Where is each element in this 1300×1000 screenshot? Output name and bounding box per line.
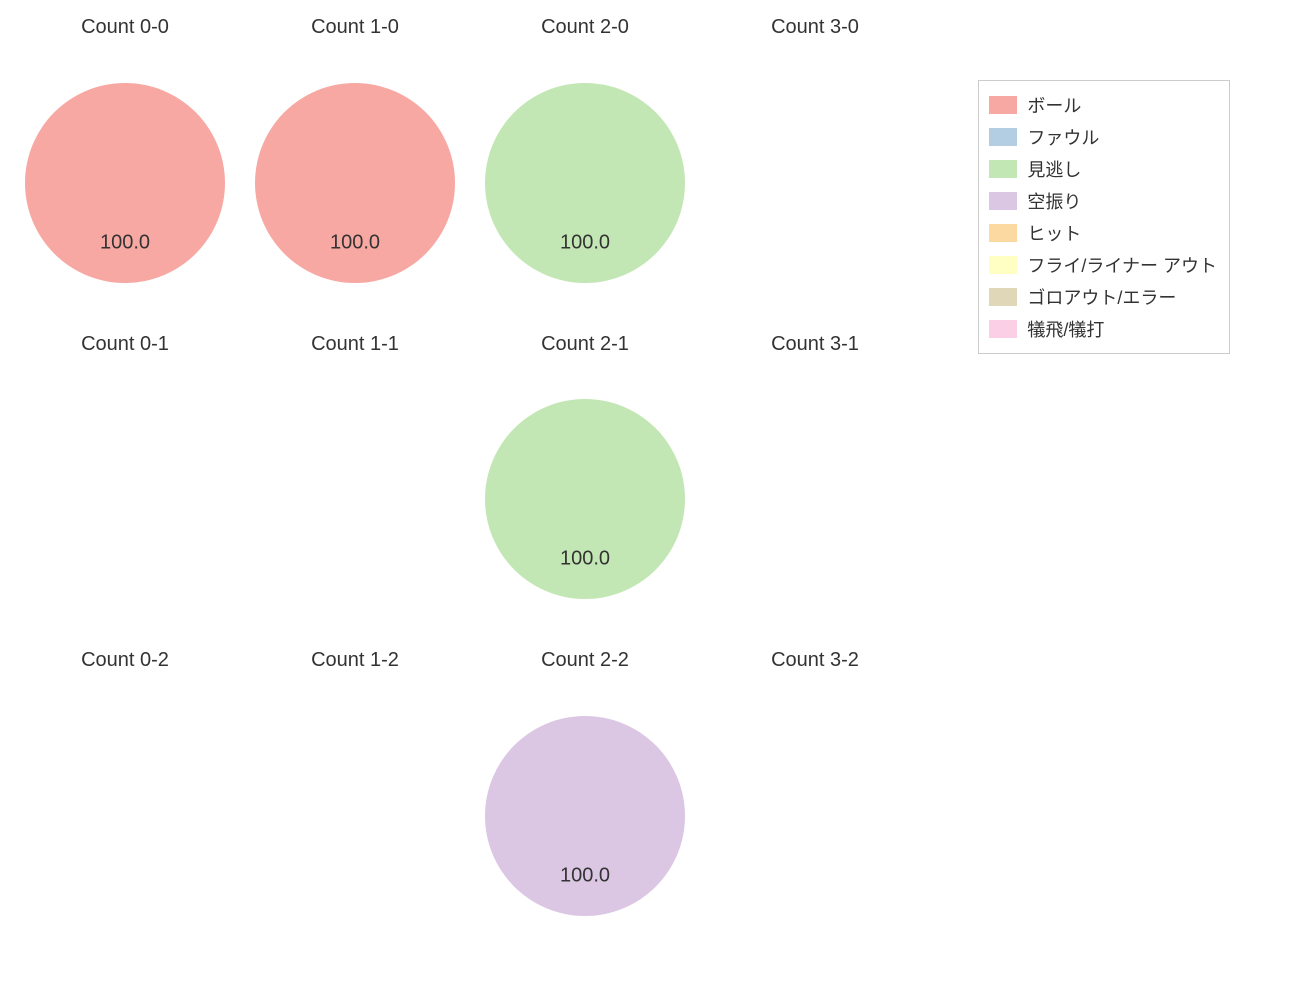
- pie-wrap: 100.0: [470, 672, 700, 960]
- legend-swatch: [989, 256, 1017, 274]
- legend-label: ファウル: [1027, 124, 1099, 150]
- cell-title: Count 0-1: [81, 333, 169, 356]
- pie-wrap: [10, 672, 240, 960]
- cell-title: Count 3-0: [771, 16, 859, 39]
- pie-cell: Count 2-2 100.0: [470, 643, 700, 960]
- cell-title: Count 3-1: [771, 333, 859, 356]
- legend-swatch: [989, 96, 1017, 114]
- cell-title: Count 2-1: [541, 333, 629, 356]
- legend-swatch: [989, 128, 1017, 146]
- legend-swatch: [989, 288, 1017, 306]
- pie-cell: Count 3-0: [700, 10, 930, 327]
- legend-label: フライ/ライナー アウト: [1027, 252, 1217, 278]
- pie-cell: Count 1-2: [240, 643, 470, 960]
- cell-title: Count 1-1: [311, 333, 399, 356]
- legend-label: ゴロアウト/エラー: [1027, 284, 1176, 310]
- pie-cell: Count 2-0 100.0: [470, 10, 700, 327]
- pie-cell: Count 3-2: [700, 643, 930, 960]
- legend-swatch: [989, 160, 1017, 178]
- legend-swatch: [989, 320, 1017, 338]
- legend-label: 空振り: [1027, 188, 1081, 214]
- legend-item: ヒット: [989, 217, 1217, 249]
- legend-item: ファウル: [989, 121, 1217, 153]
- pie-wrap: 100.0: [470, 356, 700, 644]
- pie-wrap: [700, 672, 930, 960]
- pie-chart: 100.0: [255, 83, 455, 283]
- pie-chart: 100.0: [485, 716, 685, 916]
- pie-cell: Count 0-1: [10, 327, 240, 644]
- pie-cell: Count 1-1: [240, 327, 470, 644]
- legend-item: 犠飛/犠打: [989, 313, 1217, 345]
- cell-title: Count 2-2: [541, 649, 629, 672]
- pie-wrap: 100.0: [240, 39, 470, 327]
- pie-wrap: [10, 356, 240, 644]
- cell-title: Count 0-2: [81, 649, 169, 672]
- legend-item: ゴロアウト/エラー: [989, 281, 1217, 313]
- legend: ボールファウル見逃し空振りヒットフライ/ライナー アウトゴロアウト/エラー犠飛/…: [978, 80, 1230, 354]
- cell-title: Count 1-2: [311, 649, 399, 672]
- pie-chart: 100.0: [485, 399, 685, 599]
- pie-slice-label: 100.0: [330, 231, 380, 254]
- legend-item: 空振り: [989, 185, 1217, 217]
- cell-title: Count 2-0: [541, 16, 629, 39]
- cell-title: Count 3-2: [771, 649, 859, 672]
- pie-cell: Count 1-0 100.0: [240, 10, 470, 327]
- legend-item: 見逃し: [989, 153, 1217, 185]
- pie-chart: 100.0: [485, 83, 685, 283]
- pie-wrap: 100.0: [470, 39, 700, 327]
- pie-slice-label: 100.0: [560, 865, 610, 888]
- legend-swatch: [989, 224, 1017, 242]
- cell-title: Count 1-0: [311, 16, 399, 39]
- pie-cell: Count 0-2: [10, 643, 240, 960]
- legend-label: ヒット: [1027, 220, 1081, 246]
- pie-cell: Count 2-1 100.0: [470, 327, 700, 644]
- pie-grid: Count 0-0 100.0 Count 1-0 100.0 Count 2-0 100…: [10, 10, 930, 960]
- pie-slice-label: 100.0: [100, 231, 150, 254]
- pie-wrap: [240, 356, 470, 644]
- legend-item: フライ/ライナー アウト: [989, 249, 1217, 281]
- legend-label: 犠飛/犠打: [1027, 316, 1104, 342]
- legend-item: ボール: [989, 89, 1217, 121]
- legend-label: 見逃し: [1027, 156, 1081, 182]
- pie-cell: Count 3-1: [700, 327, 930, 644]
- pie-slice-label: 100.0: [560, 548, 610, 571]
- legend-label: ボール: [1027, 92, 1081, 118]
- pie-chart: 100.0: [25, 83, 225, 283]
- pie-wrap: [700, 39, 930, 327]
- pie-slice-label: 100.0: [560, 231, 610, 254]
- legend-swatch: [989, 192, 1017, 210]
- pie-wrap: 100.0: [10, 39, 240, 327]
- pie-cell: Count 0-0 100.0: [10, 10, 240, 327]
- pie-wrap: [700, 356, 930, 644]
- pie-wrap: [240, 672, 470, 960]
- cell-title: Count 0-0: [81, 16, 169, 39]
